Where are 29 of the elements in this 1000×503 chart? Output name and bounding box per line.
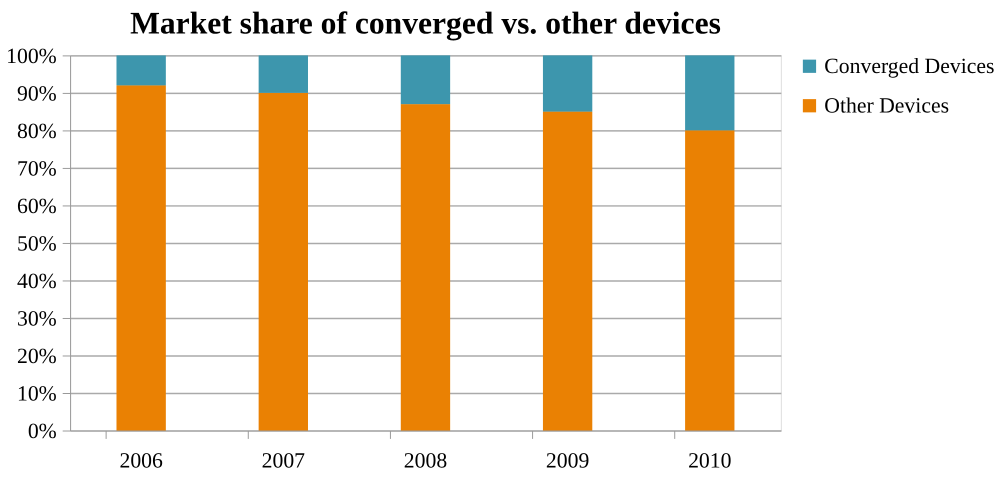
bar [116,55,166,86]
y-tick-label: 70% [16,156,57,180]
x-tick-label: 2010 [688,448,732,473]
x-tick-label: 2009 [546,448,590,473]
y-tick-label: 10% [16,381,57,406]
y-tick-label: 40% [16,268,57,293]
y-tick-label: 100% [6,44,57,68]
legend-label: Converged Devices [824,54,994,78]
y-tick-label: 60% [16,194,57,218]
x-tick-label: 2007 [262,448,306,473]
y-tick-label: 0% [28,418,57,443]
bar [258,55,308,93]
bar [542,112,592,431]
bar [685,130,734,431]
bar [685,55,734,130]
bar [258,92,308,431]
x-tick-label: 2006 [119,448,164,473]
legend-label: Other Devices [824,94,950,118]
bar [542,55,592,112]
y-tick-label: 50% [16,231,57,256]
chart-title: Market share of converged vs. other devices [130,6,721,41]
y-tick-label: 30% [16,306,57,330]
y-tick-label: 90% [16,81,57,106]
y-tick-label: 20% [16,344,57,368]
y-tick-label: 80% [16,118,57,143]
bar [400,104,450,431]
bar [116,85,166,431]
bar [400,55,450,104]
x-tick-label: 2008 [404,448,448,473]
